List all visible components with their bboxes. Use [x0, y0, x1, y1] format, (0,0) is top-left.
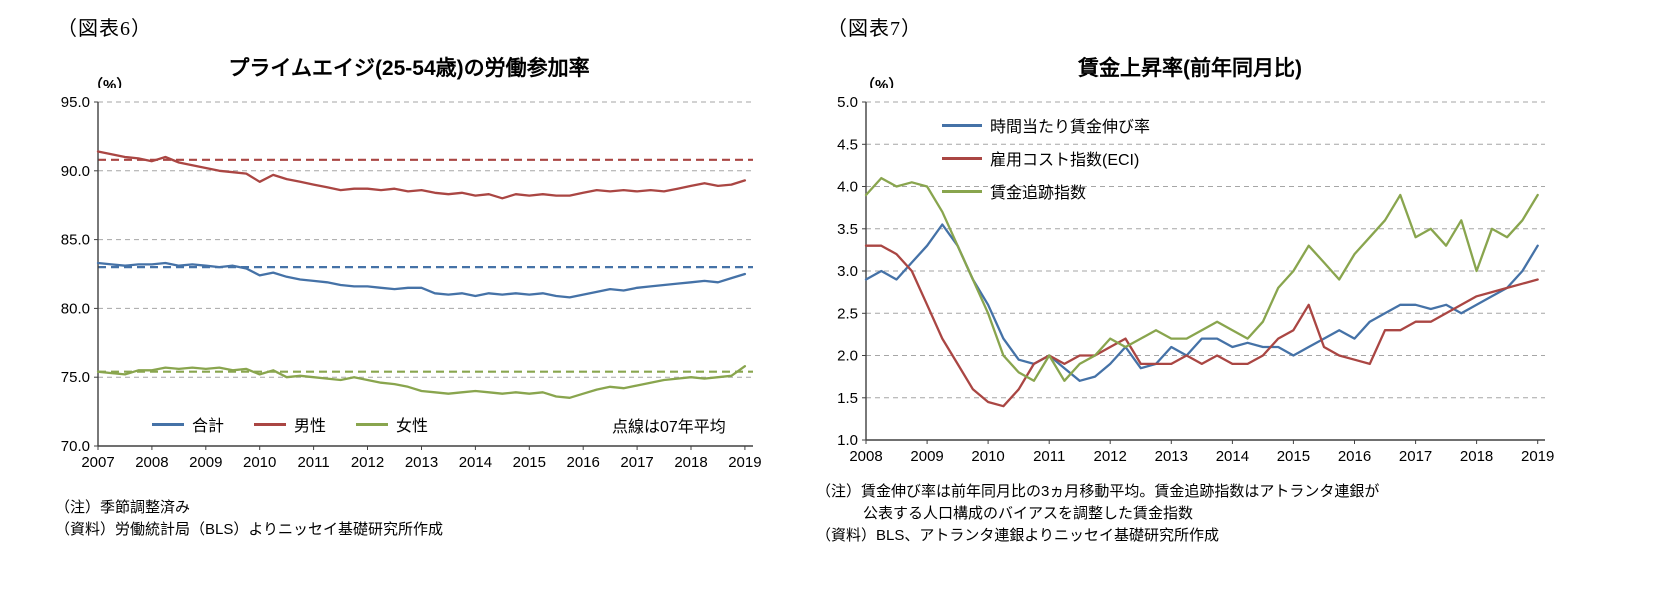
x-tick-label: 2013: [405, 454, 438, 471]
series-line-1: [96, 150, 747, 200]
x-tick-label: 2010: [971, 448, 1004, 465]
legend-label-wage-tracker: 賃金追跡指数: [990, 185, 1087, 202]
x-tick-label: 2017: [1399, 448, 1432, 465]
x-tick-label: 2015: [513, 454, 546, 471]
y-tick-label: 4.5: [837, 136, 858, 153]
series-line-2: [864, 176, 1539, 382]
x-tick-label: 2016: [1338, 448, 1371, 465]
x-tick-label: 2009: [910, 448, 943, 465]
note-line: 公表する人口構成のバイアスを調整した賃金指数: [863, 505, 1194, 522]
figure-6-title: プライムエイジ(25-54歳)の労働参加率: [228, 57, 590, 80]
y-tick-label: 85.0: [61, 232, 90, 249]
hourly-wage-line-marker: [942, 123, 982, 127]
figure-7-title: 賃金上昇率(前年同月比): [1078, 57, 1302, 80]
x-tick-label: 2012: [1094, 448, 1127, 465]
legend-label-male: 男性: [294, 418, 327, 435]
x-tick-label: 2016: [567, 454, 600, 471]
figure-6-notes: （注）季節調整済み （資料）労働統計局（BLS）よりニッセイ基礎研究所作成: [55, 497, 443, 541]
x-tick-label: 2009: [189, 454, 222, 471]
y-tick-label: 90.0: [61, 163, 90, 180]
x-tick-label: 2014: [459, 454, 492, 471]
y-tick-label: 2.0: [837, 348, 858, 365]
legend-item-male: 男性: [254, 412, 326, 436]
legend-label-hourly-wage: 時間当たり賃金伸び率: [990, 119, 1151, 136]
x-tick-label: 2019: [1521, 448, 1554, 465]
female-line-marker: [356, 422, 389, 426]
x-tick-label: 2019: [728, 454, 761, 471]
x-tick-label: 2013: [1155, 448, 1188, 465]
x-tick-label: 2010: [243, 454, 276, 471]
labor-participation-line-chart: 70.0 75.0 80.0 85.0 90.0 95.0 2007 2008 2009 2010…: [50, 88, 768, 480]
note-line: （注）季節調整済み: [55, 499, 191, 516]
x-tick-label: 2011: [297, 454, 329, 471]
figure-7-notes: （注）賃金伸び率は前年同月比の3ヵ月移動平均。賃金追跡指数はアトランタ連銀が 公…: [816, 481, 1379, 547]
y-tick-label: 70.0: [61, 438, 90, 455]
x-tick-label: 2007: [81, 454, 114, 471]
x-tick-label: 2014: [1216, 448, 1249, 465]
total-line-marker: [152, 422, 184, 426]
figure-6-label: （図表6）: [57, 18, 152, 40]
y-tick-label: 4.0: [837, 179, 858, 196]
y-tick-label: 1.5: [837, 390, 858, 407]
legend-item-female: 女性: [356, 412, 428, 436]
legend-label-eci: 雇用コスト指数(ECI): [990, 152, 1140, 169]
y-tick-label: 1.0: [837, 432, 858, 449]
legend-item-total: 合計: [152, 412, 224, 436]
dashed-line-annotation: 点線は07年平均: [612, 419, 726, 436]
series-line-0: [96, 261, 747, 299]
figure-7-label: （図表7）: [827, 18, 922, 40]
x-tick-label: 2011: [1033, 448, 1065, 465]
wage-growth-line-chart: 1.0 1.5 2.0 2.5 3.0 3.5 4.0 4.5 5.0 2008 2009 2010 2…: [820, 88, 1560, 474]
male-line-marker: [254, 422, 287, 426]
x-tick-label: 2008: [849, 448, 882, 465]
y-tick-label: 75.0: [61, 369, 90, 386]
y-tick-label: 2.5: [837, 305, 858, 322]
note-line: （資料）BLS、アトランタ連銀よりニッセイ基礎研究所作成: [816, 527, 1220, 544]
x-tick-label: 2015: [1277, 448, 1310, 465]
x-tick-label: 2008: [135, 454, 168, 471]
series-line-2: [96, 365, 747, 399]
figure-6-legend: 合計 男性 女性: [152, 412, 428, 436]
legend-label-female: 女性: [396, 418, 429, 435]
legend-item-hourly-wage: 時間当たり賃金伸び率: [942, 113, 1150, 137]
legend-label-total: 合計: [192, 418, 225, 435]
y-tick-label: 80.0: [61, 300, 90, 317]
x-tick-label: 2017: [620, 454, 653, 471]
note-line: （注）賃金伸び率は前年同月比の3ヵ月移動平均。賃金追跡指数はアトランタ連銀が: [816, 483, 1380, 500]
x-tick-label: 2012: [351, 454, 384, 471]
x-tick-label: 2018: [674, 454, 707, 471]
eci-line-marker: [942, 156, 982, 160]
note-line: （資料）労働統計局（BLS）よりニッセイ基礎研究所作成: [55, 521, 444, 538]
series-line-1: [864, 244, 1539, 408]
y-tick-label: 5.0: [837, 94, 858, 111]
figure-7-legend: 時間当たり賃金伸び率 雇用コスト指数(ECI) 賃金追跡指数: [942, 113, 1150, 203]
y-tick-label: 95.0: [61, 94, 90, 111]
series-line-0: [864, 223, 1539, 382]
y-tick-label: 3.0: [837, 263, 858, 280]
legend-item-eci: 雇用コスト指数(ECI): [942, 146, 1150, 170]
wage-tracker-line-marker: [942, 189, 982, 193]
x-tick-label: 2018: [1460, 448, 1493, 465]
y-tick-label: 3.5: [837, 221, 858, 238]
legend-item-wage-tracker: 賃金追跡指数: [942, 179, 1150, 203]
